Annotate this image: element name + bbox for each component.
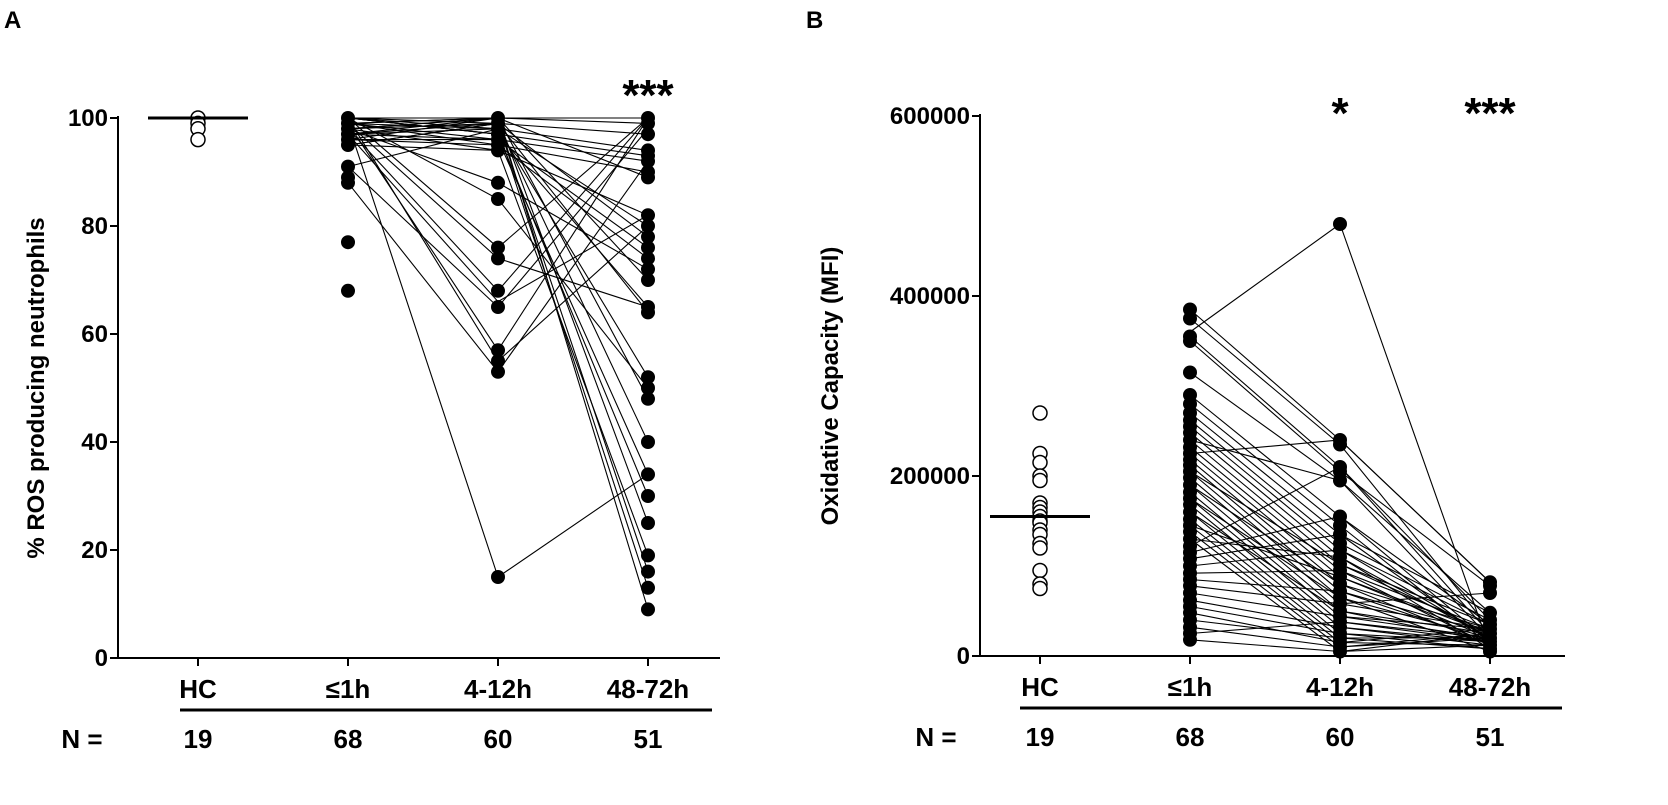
panel-a-point <box>641 548 655 563</box>
panel-a-point <box>641 580 655 595</box>
panel-a-point <box>641 435 655 449</box>
panel-a-point <box>641 154 655 169</box>
panel-a-point <box>641 602 655 617</box>
panel-a-n-value: 19 <box>184 724 213 754</box>
panel-a-point <box>641 116 655 131</box>
panel-a-point <box>491 364 505 379</box>
panel-b-category-label: 48-72h <box>1449 672 1531 702</box>
panel-a-paired-line <box>347 122 649 443</box>
panel-a-y-tick-label: 0 <box>95 645 108 672</box>
panel-a-point <box>641 467 655 482</box>
panel-b-hc-point <box>1032 540 1048 556</box>
panel-a-point <box>641 262 655 277</box>
panel-a-hc-point <box>190 131 206 148</box>
panel-a-point <box>491 143 505 158</box>
panel-b-hc-point <box>1032 472 1048 489</box>
panel-a-point <box>491 192 505 206</box>
panel-a-point <box>641 370 655 385</box>
panel-b-category-label: HC <box>1021 672 1059 702</box>
panel-a-y-tick-label: 60 <box>81 321 108 348</box>
panel-a-point <box>341 175 355 190</box>
panel-a-point <box>641 240 655 255</box>
panel-a-y-tick-label: 100 <box>68 105 108 132</box>
panel-a-point <box>641 516 655 530</box>
panel-b-point <box>1333 437 1347 452</box>
panel-a-point <box>641 381 655 395</box>
panel-b-point <box>1183 365 1197 380</box>
panel-a-chart: 0 20 40 60 80 100 % ROS producing neutrophils H… <box>23 71 720 754</box>
panel-a-point <box>641 305 655 320</box>
panel-b-significance-marker: *** <box>1464 89 1516 138</box>
panel-b-point <box>1183 311 1197 326</box>
panel-b-hc-point <box>1032 562 1048 579</box>
panel-a-n-value: 51 <box>634 724 663 754</box>
panel-b-point <box>1333 644 1347 659</box>
panel-b-n-value: 51 <box>1476 722 1505 752</box>
panel-a-point <box>491 300 505 314</box>
panel-a-point <box>641 229 655 244</box>
panel-b-hc-point <box>1032 454 1048 471</box>
panel-a-n-prefix: N = <box>61 724 102 754</box>
panel-a-point <box>641 564 655 579</box>
panel-b-y-tick-label: 600000 <box>890 103 970 130</box>
panel-a-point <box>341 138 355 152</box>
panel-a-point <box>641 391 655 406</box>
panel-a-point <box>341 283 355 298</box>
panel-a-significance-marker: *** <box>622 71 674 120</box>
panel-b-y-tick-label: 400000 <box>890 283 970 310</box>
panel-b-n-value: 19 <box>1026 722 1055 752</box>
panel-b-letter: B <box>806 7 823 34</box>
panel-a-point <box>491 570 505 584</box>
panel-a-point <box>491 354 505 368</box>
panel-a-point <box>491 251 505 266</box>
panel-a-y-axis-label: % ROS producing neutrophils <box>23 217 50 558</box>
panel-a-letter: A <box>4 7 21 34</box>
panel-b-n-prefix: N = <box>915 722 956 752</box>
panel-b-point <box>1183 632 1197 647</box>
panel-a-y-tick-label: 20 <box>81 537 108 564</box>
panel-a-point <box>641 251 655 266</box>
panel-b-significance-marker: * <box>1331 89 1349 138</box>
panel-a-category-label: HC <box>179 674 217 704</box>
panel-b-point <box>1483 644 1497 659</box>
panel-b-y-tick-label: 200000 <box>890 463 970 490</box>
panel-a-point <box>491 175 505 190</box>
panel-b-n-value: 60 <box>1326 722 1355 752</box>
panel-b-point <box>1333 473 1347 488</box>
panel-b-chart: 0 200000 400000 600000 Oxidative Capacity (M… <box>817 89 1565 752</box>
panel-a-n-value: 60 <box>484 724 513 754</box>
panel-a-n-value: 68 <box>334 724 363 754</box>
panel-b-hc-point <box>1032 580 1048 597</box>
panel-a-point <box>641 208 655 223</box>
panel-a-point <box>641 127 655 142</box>
panel-b-hc-point <box>1032 405 1048 421</box>
panel-b-point <box>1333 217 1347 231</box>
panel-a-point <box>491 283 505 298</box>
panel-a-point <box>641 489 655 503</box>
panel-a-y-tick-label: 80 <box>81 213 108 240</box>
panel-a-point <box>641 170 655 185</box>
panel-b-y-axis-label: Oxidative Capacity (MFI) <box>817 247 844 526</box>
panel-a-point <box>641 273 655 287</box>
panel-b-point <box>1183 334 1197 348</box>
panel-b-n-value: 68 <box>1176 722 1205 752</box>
panel-a-y-tick-label: 40 <box>81 429 108 456</box>
panel-a-category-label: 48-72h <box>607 674 689 704</box>
panel-a-point <box>341 235 355 250</box>
panel-a-category-label: 4-12h <box>464 674 532 704</box>
panel-b-category-label: ≤1h <box>1168 672 1213 702</box>
panel-a-point <box>491 240 505 255</box>
panel-a-point <box>341 159 355 174</box>
panel-b-y-tick-label: 0 <box>957 643 970 670</box>
panel-a-category-label: ≤1h <box>326 674 371 704</box>
panel-a-point <box>491 343 505 358</box>
panel-b-category-label: 4-12h <box>1306 672 1374 702</box>
panel-a-point <box>641 219 655 233</box>
panel-b-point <box>1483 586 1497 600</box>
